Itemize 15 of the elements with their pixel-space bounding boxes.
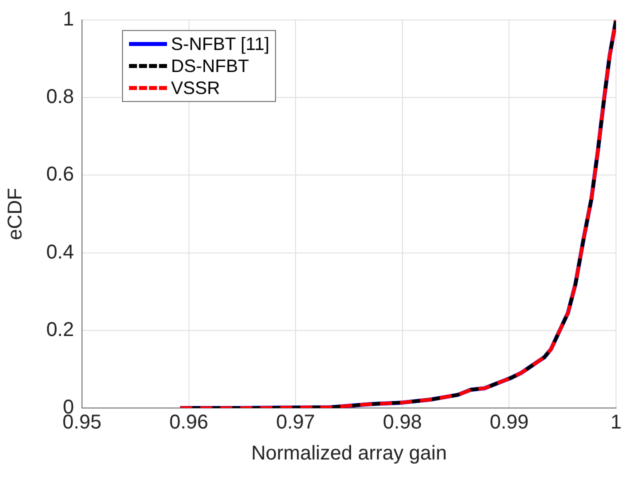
x-axis-title: Normalized array gain bbox=[251, 442, 447, 465]
x-tick-label: 0.98 bbox=[382, 412, 422, 434]
x-tick-label: 0.97 bbox=[276, 412, 316, 434]
x-tick-label: 0.96 bbox=[169, 412, 208, 434]
legend-label: DS-NFBT bbox=[171, 55, 249, 77]
y-tick-label: 0.4 bbox=[46, 241, 74, 264]
x-tick-label: 1 bbox=[610, 412, 622, 434]
y-tick-label: 0.8 bbox=[46, 86, 74, 108]
legend-label: S-NFBT [11] bbox=[171, 33, 270, 55]
legend-label: VSSR bbox=[171, 77, 220, 99]
y-tick-label: 0.6 bbox=[46, 164, 74, 186]
y-tick-label: 1 bbox=[62, 8, 74, 31]
y-tick-label: 0.2 bbox=[46, 318, 74, 341]
y-axis-title: eCDF bbox=[4, 188, 27, 240]
x-tick-label: 0.99 bbox=[490, 412, 529, 434]
